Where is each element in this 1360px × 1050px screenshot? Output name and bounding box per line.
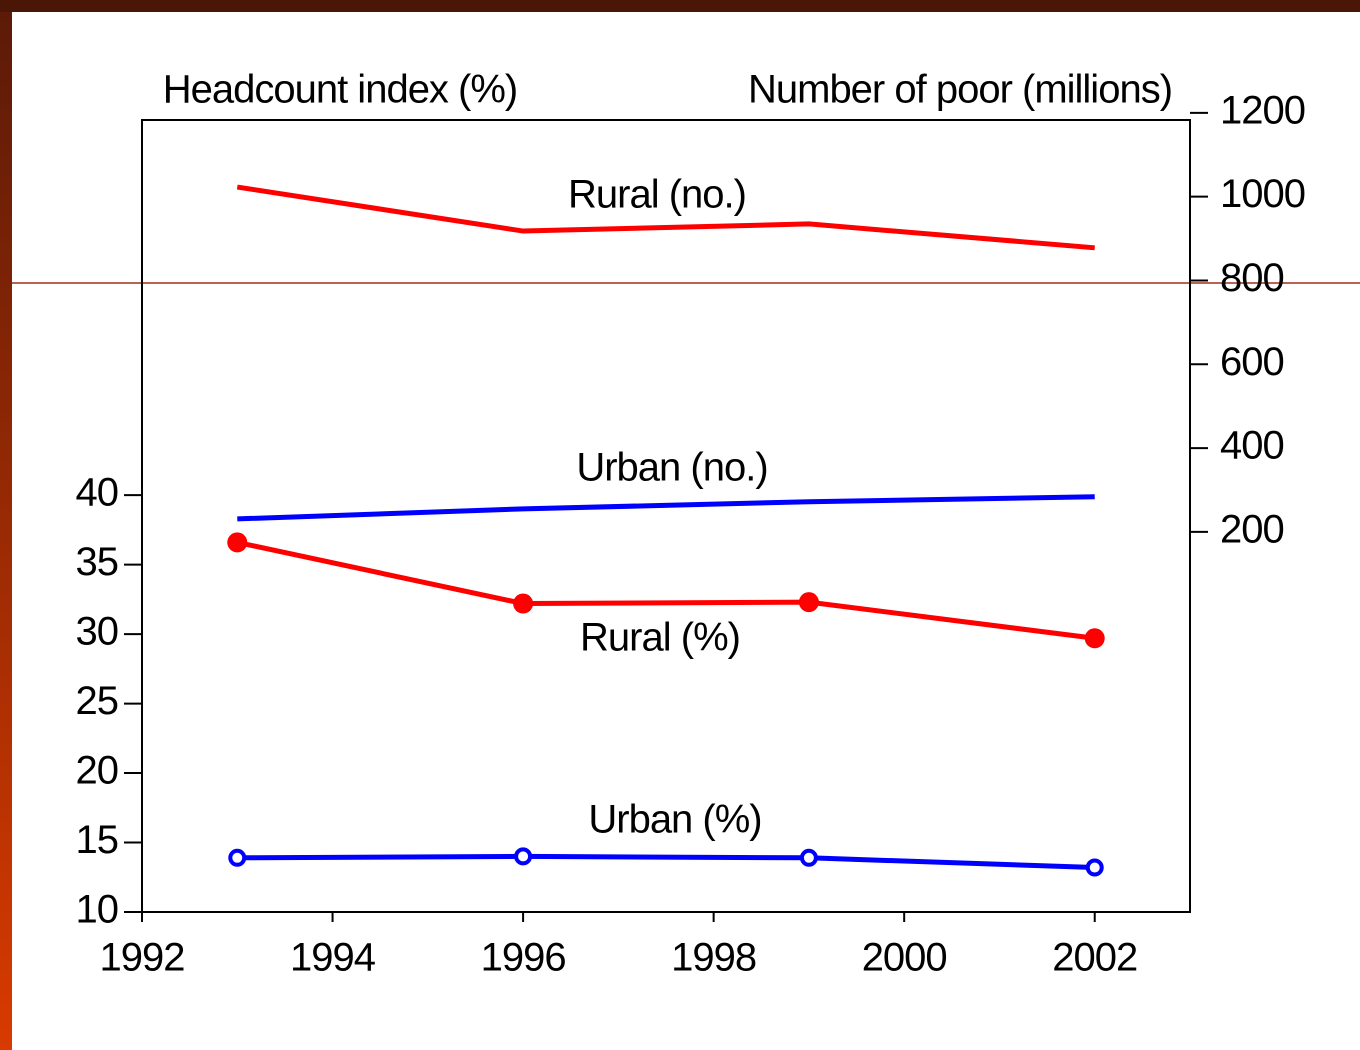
y-tick-label: 20 — [76, 749, 119, 793]
point — [799, 848, 818, 867]
x-tick-label: 1996 — [481, 936, 566, 980]
y2-axis-title: Number of poor (millions) — [748, 68, 1172, 112]
point — [228, 848, 247, 867]
y-tick-label: 25 — [76, 679, 119, 723]
series-line — [236, 539, 1096, 641]
point — [514, 847, 533, 866]
series-label: Rural (no.) — [568, 173, 746, 217]
series-label: Urban (no.) — [576, 446, 767, 490]
y2-tick-label: 400 — [1220, 424, 1284, 468]
y-tick-label: 30 — [76, 610, 119, 654]
series-label: Rural (%) — [580, 616, 740, 660]
y2-tick-label: 800 — [1220, 256, 1284, 300]
x-tick-label: 2002 — [1052, 936, 1137, 980]
x-tick-label: 1998 — [671, 936, 756, 980]
y-tick-label: 35 — [76, 540, 119, 584]
y2-tick-label: 1000 — [1220, 172, 1305, 216]
point — [513, 593, 534, 614]
top-stripe — [0, 0, 1360, 12]
point — [227, 532, 248, 553]
x-tick-label: 2000 — [862, 936, 947, 980]
series-line — [237, 853, 1095, 871]
y-tick-label: 15 — [76, 818, 119, 862]
series-line — [237, 494, 1095, 522]
series-label: Urban (%) — [588, 798, 761, 842]
x-tick-label: 1994 — [290, 936, 376, 980]
y-tick-label: 10 — [76, 888, 119, 932]
plot-frame — [141, 119, 1191, 913]
x-tick-label: 1992 — [100, 936, 185, 980]
point — [1085, 858, 1104, 877]
y2-tick-label: 1200 — [1220, 88, 1305, 132]
y2-tick-label: 200 — [1220, 507, 1284, 551]
point — [1084, 628, 1105, 649]
side-stripe — [0, 0, 12, 1050]
y2-tick-label: 600 — [1220, 340, 1284, 384]
point — [798, 592, 819, 613]
y-tick-label: 40 — [76, 471, 119, 515]
y-axis-title: Headcount index (%) — [163, 68, 518, 112]
series-line — [236, 184, 1095, 251]
